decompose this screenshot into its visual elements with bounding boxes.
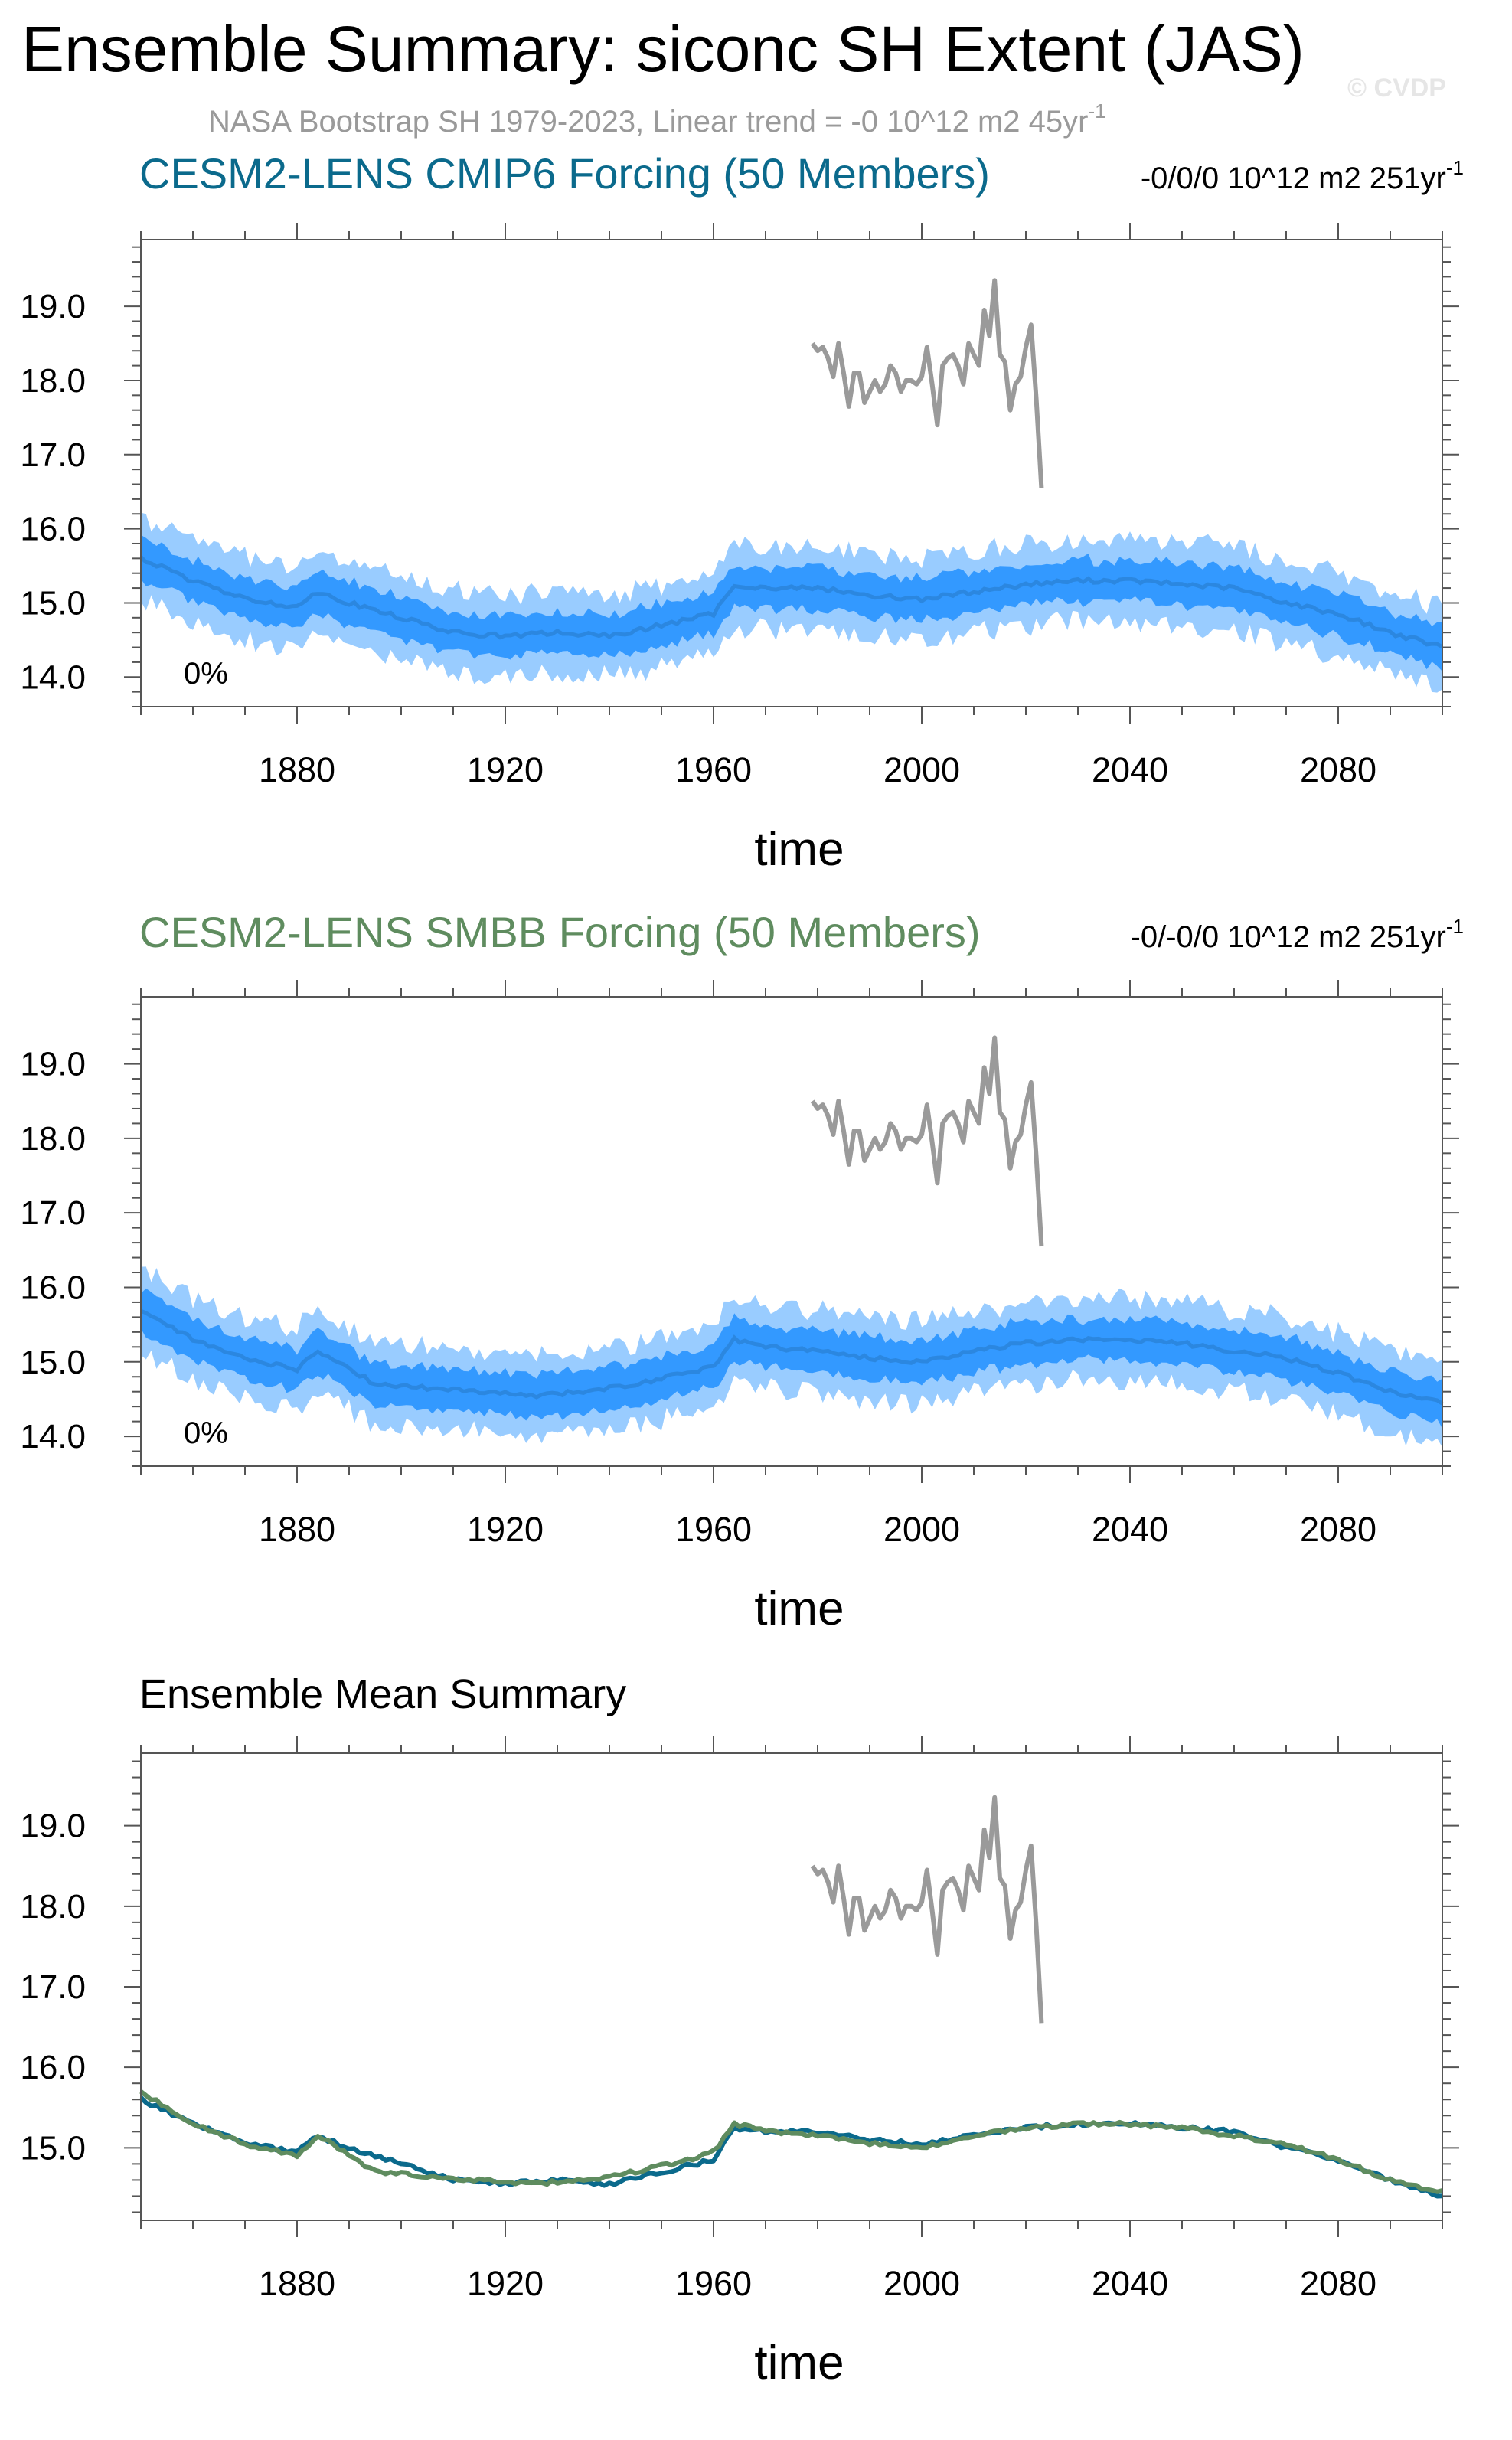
x-tick-label: 1960: [675, 2264, 752, 2303]
y-tick-label: 16.0: [20, 2049, 86, 2086]
x-tick-label: 2000: [883, 1510, 960, 1549]
panel-title: CESM2-LENS SMBB Forcing (50 Members): [139, 908, 981, 956]
x-tick-label: 1960: [675, 1510, 752, 1549]
copyright-watermark: © CVDP: [1347, 73, 1446, 103]
panel-title: Ensemble Mean Summary: [139, 1671, 626, 1717]
panel-title: CESM2-LENS CMIP6 Forcing (50 Members): [139, 149, 990, 198]
x-tick-label: 2000: [883, 2264, 960, 2303]
obs-line: [810, 1795, 1044, 2024]
percent-label: 0%: [184, 1416, 228, 1450]
y-tick-label: 19.0: [20, 1808, 86, 1845]
obs-line: [810, 1035, 1044, 1247]
panel-ensemble-mean: Ensemble Mean Summary 1880 1920 1960 2000 20…: [20, 1671, 1459, 2389]
y-tick-label: 19.0: [20, 288, 86, 325]
x-tick-label: 1880: [259, 2264, 335, 2303]
ensemble-mean-line: [139, 555, 1444, 649]
panel-smbb: CESM2-LENS SMBB Forcing (50 Members) -0/…: [20, 908, 1464, 1635]
y-tick-label: 14.0: [20, 658, 86, 696]
x-tick-label: 1960: [675, 750, 752, 789]
y-tick-label: 16.0: [20, 1269, 86, 1306]
trend-label: -0/-0/0 10^12 m2 251yr-1: [1131, 915, 1464, 954]
figure-subtitle: NASA Bootstrap SH 1979-2023, Linear tren…: [208, 100, 1106, 139]
x-tick-label: 2040: [1092, 750, 1168, 789]
trend-label: -0/0/0 10^12 m2 251yr-1: [1141, 156, 1464, 195]
percent-label: 0%: [184, 657, 228, 691]
y-tick-label: 15.0: [20, 1344, 86, 1381]
plot-area: 0% 1880 1920 1960 2000 2040 2080 14.0 15.0 16.0 17…: [20, 223, 1459, 876]
y-tick-label: 17.0: [20, 1194, 86, 1232]
y-tick-label: 15.0: [20, 2129, 86, 2167]
y-tick-label: 18.0: [20, 1888, 86, 1926]
x-tick-label: 2040: [1092, 2264, 1168, 2303]
obs-line: [810, 278, 1044, 488]
x-tick-label: 2080: [1300, 750, 1376, 789]
x-tick-label: 1920: [467, 1510, 544, 1549]
y-tick-label: 14.0: [20, 1418, 86, 1455]
plot-area: 0% 1880 1920 1960 2000 2040 2080 14.0 15.0 16.0 17…: [20, 980, 1459, 1635]
y-tick-label: 19.0: [20, 1046, 86, 1083]
ensemble-inner-band: [141, 1288, 1442, 1429]
ensemble-inner-band: [141, 534, 1442, 671]
y-tick-label: 17.0: [20, 1968, 86, 2006]
plot-frame: [140, 996, 1443, 1467]
figure-title: Ensemble Summary: siconc SH Extent (JAS): [21, 13, 1305, 85]
panel-cmip6: CESM2-LENS CMIP6 Forcing (50 Members) -0…: [20, 149, 1464, 876]
plot-area: 1880 1920 1960 2000 2040 2080 15.0 16.0 17.0 18.0…: [20, 1736, 1459, 2389]
x-axis-label: time: [754, 823, 844, 876]
y-tick-label: 18.0: [20, 362, 86, 400]
x-tick-label: 2040: [1092, 1510, 1168, 1549]
y-tick-label: 15.0: [20, 584, 86, 622]
y-tick-label: 16.0: [20, 511, 86, 548]
x-tick-label: 2080: [1300, 1510, 1376, 1549]
cmip6-mean-line: [139, 2095, 1443, 2199]
x-axis-label: time: [754, 1583, 844, 1635]
smbb-mean-line: [139, 2089, 1443, 2194]
x-tick-label: 1880: [259, 1510, 335, 1549]
x-tick-label: 1920: [467, 750, 544, 789]
plot-frame: [140, 239, 1443, 707]
x-tick-label: 1920: [467, 2264, 544, 2303]
y-tick-label: 17.0: [20, 436, 86, 474]
x-axis-label: time: [754, 2337, 844, 2389]
ensemble-mean-line: [140, 1308, 1444, 1406]
x-tick-label: 2000: [883, 750, 960, 789]
figure-subtitle-main: NASA Bootstrap SH 1979-2023, Linear tren…: [208, 105, 1088, 139]
x-tick-label: 2080: [1300, 2264, 1376, 2303]
y-tick-label: 18.0: [20, 1120, 86, 1158]
figure-subtitle-sup: -1: [1088, 100, 1105, 122]
x-tick-label: 1880: [259, 750, 335, 789]
